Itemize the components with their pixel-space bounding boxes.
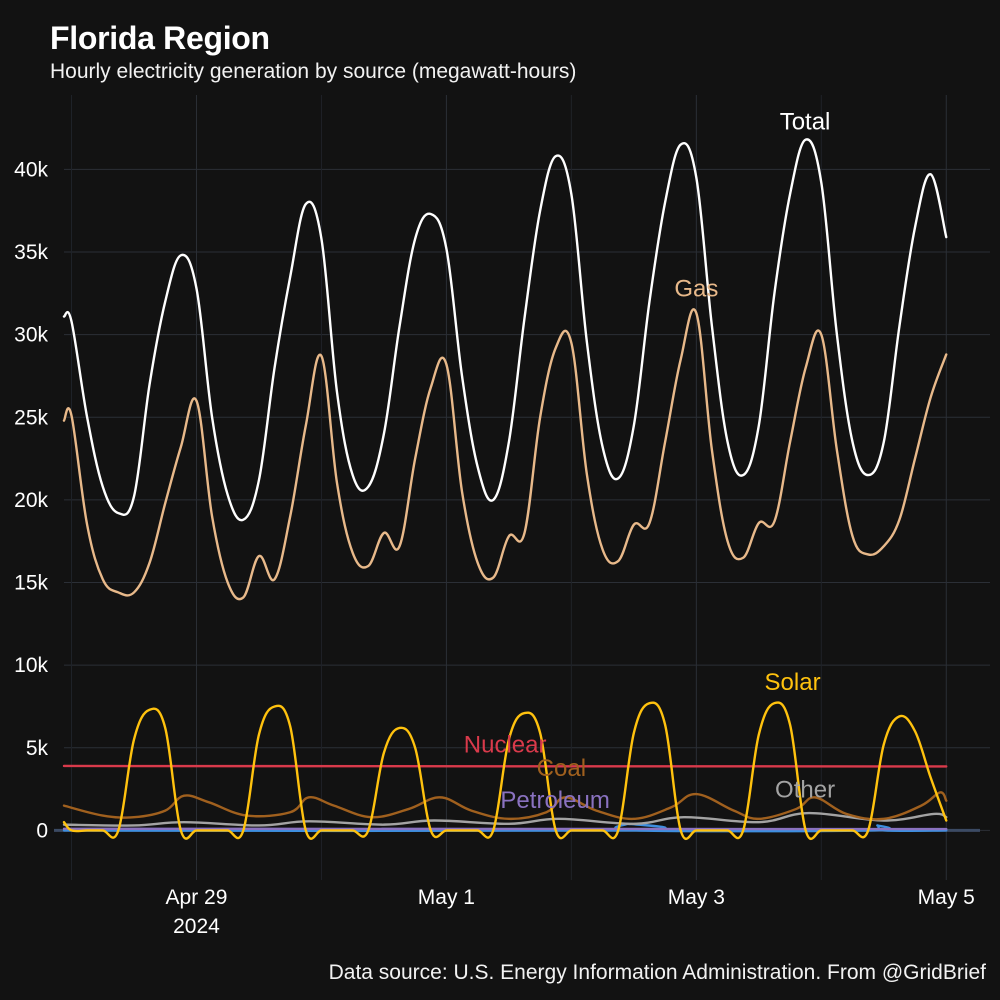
y-tick-label: 40k	[14, 158, 48, 181]
series-line-other	[62, 811, 948, 827]
x-tick-label: May 3	[668, 886, 725, 909]
series-line-gas	[62, 308, 948, 601]
x-tick-label: Apr 29	[166, 886, 228, 909]
y-tick-label: 15k	[14, 572, 48, 595]
series-label-total: Total	[780, 109, 831, 136]
chart-subtitle: Hourly electricity generation by source …	[50, 60, 577, 83]
series-label-solar: Solar	[765, 669, 821, 696]
y-tick-label: 35k	[14, 241, 48, 264]
series-line-solar	[62, 701, 948, 840]
series-label-gas: Gas	[674, 276, 718, 303]
grid	[64, 95, 990, 880]
source-caption: Data source: U.S. Energy Information Adm…	[328, 961, 986, 984]
x-tick-sublabel: 2024	[173, 915, 220, 938]
series-label-other: Other	[775, 776, 835, 803]
y-tick-label: 10k	[14, 654, 48, 677]
axes: 0 5k 10k 15k 20k 25k 30k 35k 40k Apr 29 2024 May 1 M…	[14, 158, 980, 938]
series-line-total	[62, 138, 948, 522]
series-line-coal	[62, 791, 948, 821]
series-label-coal: Coal	[537, 755, 586, 782]
y-tick-label: 0	[36, 819, 48, 842]
x-tick-label: May 1	[418, 886, 475, 909]
y-tick-label: 5k	[26, 737, 49, 760]
y-tick-label: 30k	[14, 324, 48, 347]
y-tick-label: 20k	[14, 489, 48, 512]
x-tick-label: May 5	[918, 886, 975, 909]
series-label-petroleum: Petroleum	[500, 787, 609, 814]
series-label-nuclear: Nuclear	[464, 732, 547, 759]
series-lines	[62, 138, 948, 840]
y-tick-label: 25k	[14, 406, 48, 429]
chart-title: Florida Region	[50, 20, 270, 56]
